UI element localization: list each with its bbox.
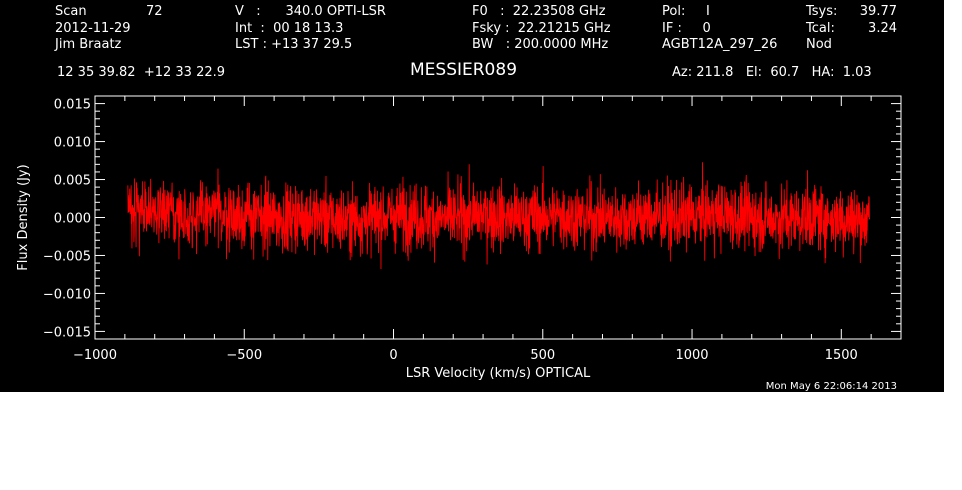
x-tick-label: 1000: [675, 348, 708, 363]
velocity-line: V : 340.0 OPTI-LSR: [235, 4, 386, 19]
y-tick-label: 0.015: [54, 98, 91, 113]
observation-date: 2012-11-29: [55, 21, 131, 36]
tcal-value: 3.24: [868, 21, 897, 36]
x-tick-label: 500: [530, 348, 555, 363]
spectrum-line: [127, 162, 871, 270]
observing-mode: Nod: [806, 37, 832, 52]
polarization-line: Pol: I: [662, 4, 710, 19]
integration-line: Int : 00 18 13.3: [235, 21, 344, 36]
timestamp: Mon May 6 22:06:14 2013: [766, 381, 897, 392]
project-id: AGBT12A_297_26: [662, 37, 778, 52]
fsky-line: Fsky : 22.21215 GHz: [472, 21, 611, 36]
x-axis-label: LSR Velocity (km/s) OPTICAL: [406, 366, 591, 381]
f0-line: F0 : 22.23508 GHz: [472, 4, 606, 19]
tcal-label: Tcal:: [806, 21, 835, 36]
x-tick-label: −500: [226, 348, 262, 363]
y-tick-label: −0.015: [43, 325, 91, 340]
source-name: MESSIER089: [410, 60, 518, 80]
az-el-ha-line: Az: 211.8 El: 60.7 HA: 1.03: [672, 65, 872, 80]
spectrum-chart: −1000 −500 0 500 1000 1500 −0.015 −0.010 −0.005 0…: [16, 95, 902, 392]
if-line: IF : 0: [662, 21, 711, 36]
spectrum-trace-group: [127, 162, 871, 270]
tsys-label: Tsys:: [806, 4, 838, 19]
observer-name: Jim Braatz: [55, 37, 122, 52]
lst-line: LST : +13 37 29.5: [235, 37, 353, 52]
y-tick-label: −0.010: [43, 287, 91, 302]
x-tick-label: −1000: [73, 348, 117, 363]
scan-number: 72: [146, 4, 163, 19]
axes-group: −1000 −500 0 500 1000 1500 −0.015 −0.010 −0.005 0…: [43, 95, 902, 363]
y-tick-label: 0.005: [54, 174, 91, 189]
y-tick-label: 0.010: [54, 136, 91, 151]
x-tick-label: 0: [389, 348, 397, 363]
y-tick-label: −0.005: [43, 249, 91, 264]
y-axis-label: Flux Density (Jy): [16, 164, 31, 270]
scan-label: Scan: [55, 4, 87, 19]
bandwidth-line: BW : 200.0000 MHz: [472, 37, 609, 52]
source-coordinates: 12 35 39.82 +12 33 22.9: [57, 65, 226, 80]
x-tick-label: 1500: [825, 348, 858, 363]
y-tick-label: 0.000: [54, 212, 91, 227]
tsys-value: 39.77: [859, 4, 897, 19]
